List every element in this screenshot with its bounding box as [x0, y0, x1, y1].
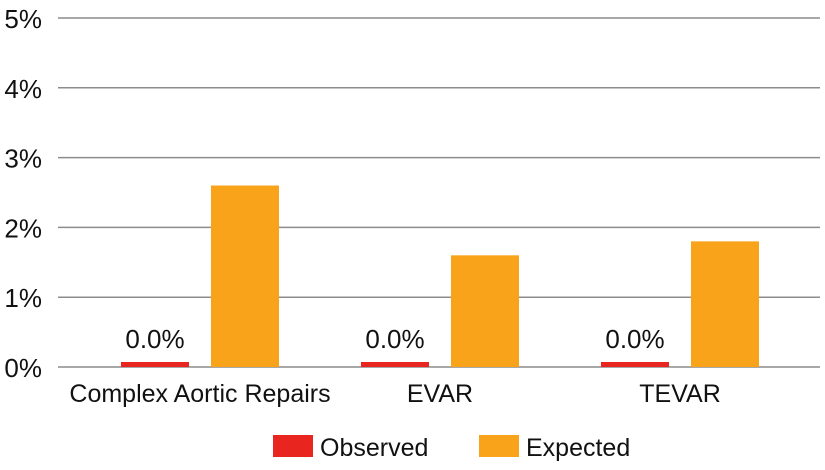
bar-observed-2: [361, 362, 429, 367]
bar-observed-1: [121, 362, 189, 367]
bar-expected-2: [451, 255, 519, 367]
x-tick-label: Complex Aortic Repairs: [69, 380, 330, 408]
legend-swatch-expected: [479, 435, 519, 457]
y-tick-label: 4%: [4, 74, 42, 104]
data-label: 0.0%: [125, 324, 184, 354]
bars: [121, 185, 759, 367]
legend-label-expected: Expected: [526, 434, 630, 462]
data-labels: 0.0% 0.0% 0.0%: [125, 324, 664, 354]
y-tick-label: 2%: [4, 213, 42, 243]
legend-swatch-observed: [273, 435, 313, 457]
y-tick-label: 1%: [4, 283, 42, 313]
legend-label-observed: Observed: [320, 434, 428, 462]
y-tick-label: 3%: [4, 144, 42, 174]
y-tick-label: 0%: [4, 353, 42, 383]
x-axis-category-labels: Complex Aortic Repairs EVAR TEVAR: [69, 380, 720, 408]
bar-observed-3: [601, 362, 669, 367]
legend: Observed Expected: [273, 434, 630, 462]
x-tick-label: EVAR: [407, 380, 473, 408]
bar-expected-3: [691, 241, 759, 367]
data-label: 0.0%: [365, 324, 424, 354]
x-tick-label: TEVAR: [639, 380, 721, 408]
y-tick-label: 5%: [4, 4, 42, 34]
data-label: 0.0%: [605, 324, 664, 354]
y-axis-tick-labels: 0% 1% 2% 3% 4% 5%: [4, 4, 42, 383]
bar-expected-1: [211, 185, 279, 367]
